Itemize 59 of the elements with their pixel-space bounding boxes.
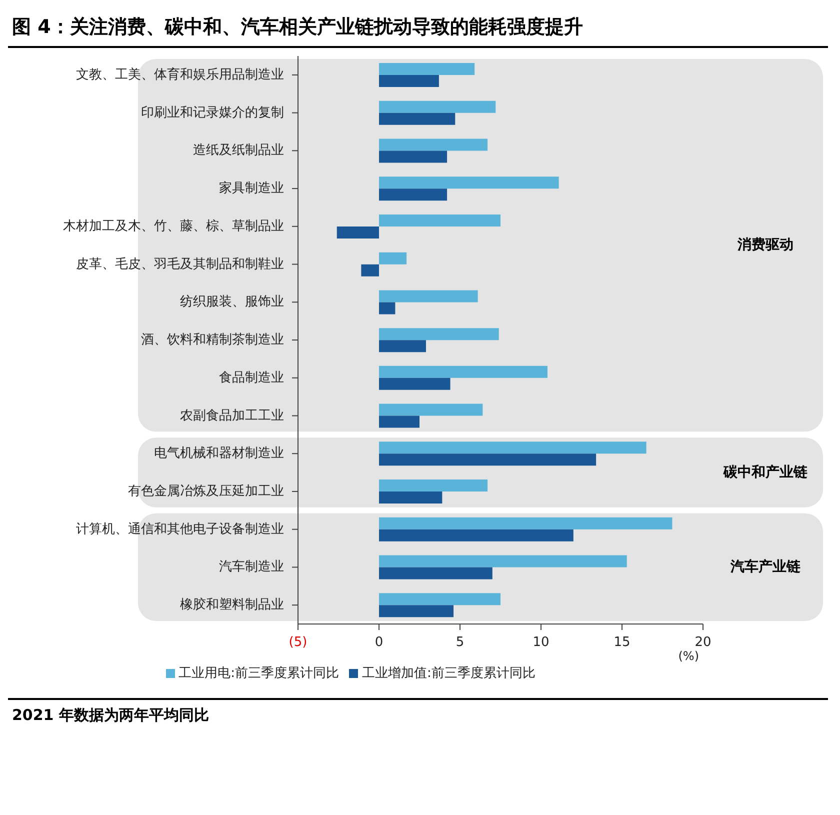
y-tick-label: 橡胶和塑料制品业 [180,596,284,613]
y-tick-label: 汽车制造业 [219,560,284,575]
bar [379,529,574,542]
bar [361,264,379,276]
y-tick-label: 印刷业和记录媒介的复制 [141,105,284,120]
bar [379,328,499,340]
bar [379,567,492,580]
y-tick-label: 家具制造业 [219,180,284,196]
bar [379,112,456,125]
bar [379,442,646,454]
y-tick-label: 农副食品加工工业 [180,408,284,424]
bar [379,290,478,302]
bar [379,252,407,264]
legend-label: 工业用电:前三季度累计同比 [178,666,339,681]
y-tick-label: 纺织服装、服饰业 [180,294,284,310]
y-tick-label: 木材加工及木、竹、藤、棕、草制品业 [63,218,284,234]
bar [379,100,496,113]
bar [379,605,454,618]
bar [379,492,442,504]
y-tick-label: 造纸及纸制品业 [193,143,284,158]
bar [379,404,483,416]
legend-label: 工业增加值:前三季度累计同比 [362,666,536,681]
y-tick-label: 计算机、通信和其他电子设备制造业 [76,522,284,537]
x-tick-label: 5 [456,635,464,650]
band-label: 消费驱动 [736,237,794,254]
bar [379,378,450,390]
bar [379,63,475,75]
bar [379,214,500,226]
bar [379,188,448,201]
bar [379,340,426,352]
bar [379,517,672,530]
bar [379,454,596,466]
x-tick-label: 0 [374,635,384,650]
chart-title: 图 4：关注消费、碳中和、汽车相关产业链扰动导致的能耗强度提升 [8,8,828,48]
y-tick-label: 有色金属冶炼及压延加工业 [128,484,284,500]
bar [379,555,627,568]
bar [336,226,379,238]
bar [379,75,439,87]
bar [379,138,488,151]
band-label: 碳中和产业链 [722,463,808,480]
x-axis-title: (%) [678,649,699,663]
x-tick-label: 10 [532,635,550,650]
bar [379,150,448,163]
bar [379,593,500,606]
text: 2021 年数据为两年平均同比 [8,698,828,731]
y-tick-label: 食品制造业 [219,370,284,386]
bar [379,416,420,428]
y-tick-label: 皮革、毛皮、羽毛及其制品和制鞋业 [76,256,284,272]
bar [379,176,559,189]
bar [379,302,396,314]
y-tick-label: 酒、饮料和精制茶制造业 [141,332,284,348]
x-tick-label: (5) [288,635,308,650]
bar [379,480,488,492]
band-label: 汽车产业链 [730,558,802,576]
x-tick-label: 20 [694,635,712,650]
y-tick-label: 文教、工美、体育和娱乐用品制造业 [76,66,284,82]
x-tick-label: 15 [614,635,630,650]
y-tick-label: 电气机械和器材制造业 [154,446,284,462]
bar [379,366,548,378]
